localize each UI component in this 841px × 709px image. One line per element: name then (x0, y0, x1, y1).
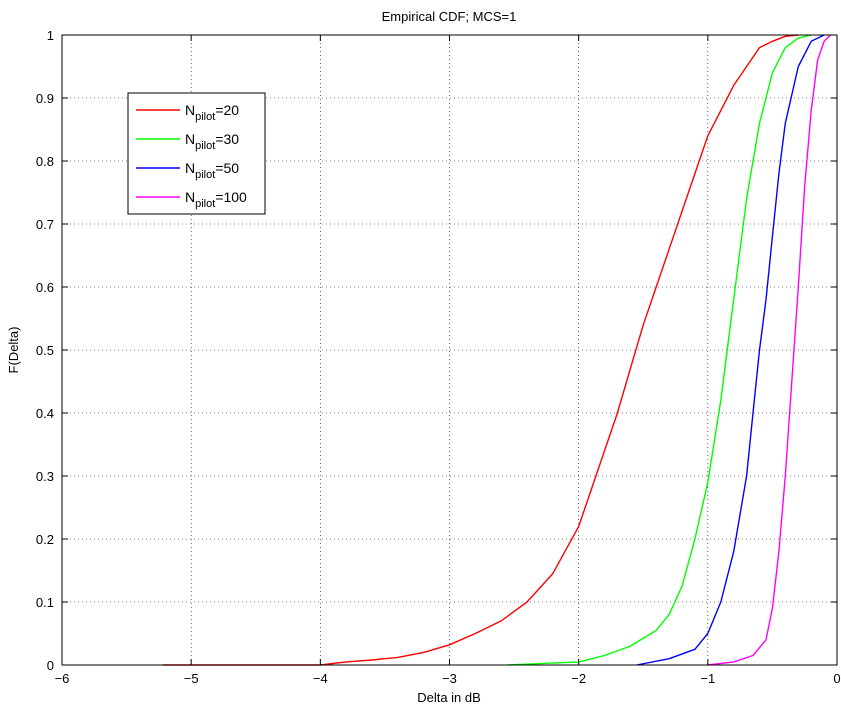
y-tick-label: 0.7 (36, 217, 54, 232)
x-axis-label: Delta in dB (417, 690, 481, 705)
series-line-2 (507, 34, 812, 666)
legend-entry-3: Npilot=50 (185, 160, 239, 181)
x-tick-label: −1 (700, 671, 715, 686)
legend-base-1: N (185, 102, 195, 118)
legend-base-4: N (185, 189, 195, 205)
series-lines (162, 34, 831, 666)
x-tick-label: −6 (55, 671, 70, 686)
legend-base-2: N (185, 131, 195, 147)
x-tick-label: −4 (313, 671, 328, 686)
legend-value-1: =20 (215, 102, 239, 118)
y-tick-label: 1 (47, 28, 54, 43)
legend-subscript-4: pilot (195, 198, 215, 210)
legend-entry-2: Npilot=30 (185, 131, 239, 152)
y-tick-label: 0.8 (36, 154, 54, 169)
y-tick-label: 0.2 (36, 532, 54, 547)
legend-entry-4: Npilot=100 (185, 189, 247, 210)
y-tick-label: 0.4 (36, 406, 54, 421)
legend-value-4: =100 (215, 189, 247, 205)
y-tick-label: 0.3 (36, 469, 54, 484)
series-line-1 (162, 34, 799, 666)
legend-base-3: N (185, 160, 195, 176)
x-tick-label: −2 (571, 671, 586, 686)
legend-subscript-3: pilot (195, 169, 215, 181)
y-tick-label: 0.9 (36, 91, 54, 106)
y-tick-label: 0.1 (36, 595, 54, 610)
y-tick-label: 0 (47, 658, 54, 673)
legend-subscript-2: pilot (195, 140, 215, 152)
x-tick-label: 0 (833, 671, 840, 686)
legend-entry-1: Npilot=20 (185, 102, 239, 123)
x-tick-label: −5 (184, 671, 199, 686)
chart-title: Empirical CDF; MCS=1 (382, 9, 517, 24)
legend-value-2: =30 (215, 131, 239, 147)
legend-subscript-1: pilot (195, 111, 215, 123)
y-axis-label: F(Delta) (6, 327, 21, 374)
series-line-4 (707, 34, 831, 666)
axis-ticks: −6 −5 −4 −3 −2 −1 0 0 0.1 0.2 0.3 0.4 0.5 0.6 0.7 0.8 0.… (36, 28, 841, 686)
series-line-3 (636, 34, 825, 666)
y-tick-label: 0.6 (36, 280, 54, 295)
legend-box (127, 92, 266, 215)
x-tick-label: −3 (442, 671, 457, 686)
y-tick-label: 0.5 (36, 343, 54, 358)
legend-value-3: =50 (215, 160, 239, 176)
